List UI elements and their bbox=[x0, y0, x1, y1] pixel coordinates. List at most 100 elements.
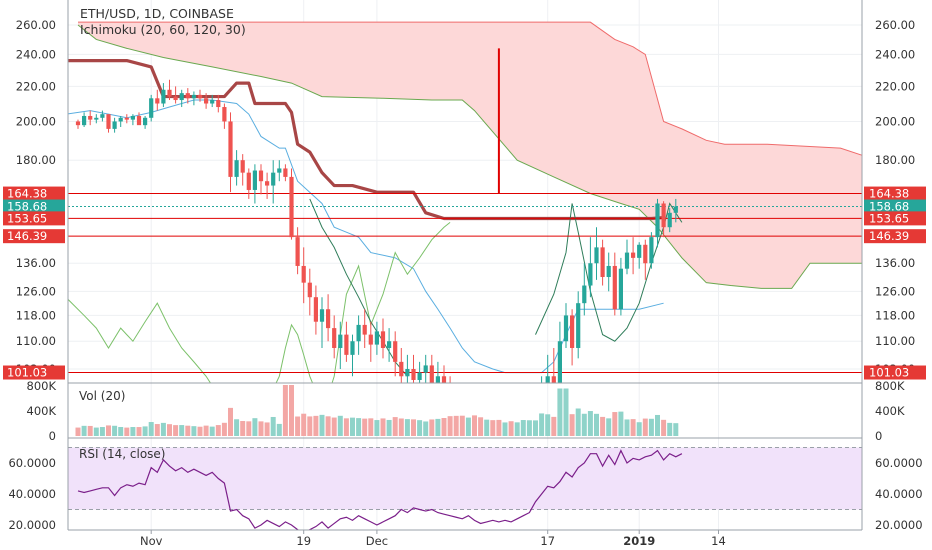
price-label-right: 164.38 bbox=[864, 186, 926, 201]
volume-bar bbox=[551, 416, 557, 436]
candle-body bbox=[185, 93, 190, 99]
rsi-label[interactable]: RSI (14, close) bbox=[79, 447, 165, 461]
candle bbox=[624, 239, 630, 275]
candle-body bbox=[655, 203, 660, 238]
volume-bar bbox=[160, 422, 166, 436]
volume-bar bbox=[215, 425, 221, 436]
volume-bar bbox=[356, 418, 362, 436]
candle bbox=[441, 365, 447, 383]
candle bbox=[643, 239, 648, 280]
candle bbox=[118, 115, 123, 128]
volume-bar bbox=[197, 426, 203, 436]
candle bbox=[191, 91, 196, 106]
candle bbox=[332, 315, 337, 359]
candle-body bbox=[82, 115, 87, 126]
candle bbox=[319, 297, 325, 348]
volume-bar bbox=[490, 420, 496, 436]
price-tick-label: 180.00 bbox=[16, 153, 56, 167]
candle-body bbox=[112, 121, 117, 129]
candle bbox=[143, 115, 148, 129]
volume-bar bbox=[142, 426, 148, 436]
volume-bar bbox=[630, 419, 636, 436]
candle-body bbox=[88, 115, 93, 120]
candle-body bbox=[362, 324, 367, 335]
volume-bar bbox=[246, 421, 252, 436]
time-tick-label: Nov bbox=[140, 534, 163, 548]
candle-body bbox=[570, 315, 575, 348]
candle bbox=[234, 150, 239, 186]
volume-bar bbox=[606, 418, 612, 436]
rsi-tick-label: 40.0000 bbox=[875, 487, 923, 501]
lagging-span-segment bbox=[309, 198, 408, 377]
time-axis[interactable]: Nov 19 Dec 17 2019 14 bbox=[140, 530, 726, 548]
candle-body bbox=[631, 252, 636, 258]
volume-bar bbox=[587, 411, 593, 436]
candle-body bbox=[594, 247, 599, 264]
candle bbox=[161, 83, 166, 108]
price-tick-label: 260.00 bbox=[875, 18, 915, 32]
volume-tick-label: 400K bbox=[875, 404, 905, 418]
candle bbox=[576, 291, 581, 359]
volume-bar bbox=[167, 424, 172, 436]
volume-bar bbox=[667, 422, 673, 436]
volume-bar bbox=[276, 423, 282, 436]
volume-bar bbox=[655, 414, 660, 436]
volume-bar bbox=[350, 417, 355, 436]
candle bbox=[295, 227, 300, 275]
candle-body bbox=[356, 324, 361, 342]
volume-bar bbox=[453, 415, 459, 436]
price-label-text: 146.39 bbox=[869, 229, 909, 243]
volume-bar bbox=[526, 420, 532, 436]
volume-tick-label: 400K bbox=[27, 404, 57, 418]
candle-body bbox=[100, 114, 105, 118]
candle bbox=[100, 110, 105, 122]
candle bbox=[301, 247, 306, 304]
candle bbox=[612, 252, 617, 316]
price-label-text: 153.65 bbox=[869, 211, 909, 225]
volume-bar bbox=[411, 419, 416, 436]
candle-body bbox=[380, 331, 386, 348]
candle-body bbox=[441, 376, 447, 383]
volume-bar bbox=[368, 418, 374, 436]
volume-bar bbox=[508, 421, 514, 436]
candle bbox=[356, 315, 361, 355]
candle bbox=[124, 114, 129, 124]
price-label-box bbox=[3, 199, 65, 214]
candle bbox=[661, 201, 666, 238]
volume-tick-label: 0 bbox=[49, 429, 56, 443]
candle-body bbox=[228, 121, 233, 177]
price-label-right: 153.65 bbox=[864, 211, 926, 226]
candle-body bbox=[326, 309, 331, 329]
ichimoku-label[interactable]: Ichimoku (20, 60, 120, 30) bbox=[80, 22, 246, 37]
price-label-text: 101.03 bbox=[7, 366, 47, 380]
candle-body bbox=[204, 98, 209, 104]
price-label-text: 101.03 bbox=[869, 366, 909, 380]
volume-bar bbox=[295, 416, 301, 436]
candle-body bbox=[216, 100, 221, 108]
candle-body bbox=[265, 181, 270, 186]
volume-label[interactable]: Vol (20) bbox=[79, 389, 125, 403]
candle-body bbox=[606, 265, 611, 278]
volume-bar bbox=[581, 413, 587, 436]
chart-legend: ETH/USD, 1D, COINBASE Ichimoku (20, 60, … bbox=[79, 6, 246, 461]
candle-body bbox=[399, 361, 404, 377]
candle bbox=[307, 268, 312, 316]
candle bbox=[289, 168, 294, 240]
candle-body bbox=[197, 94, 203, 99]
volume-bar bbox=[319, 414, 325, 436]
candle-body bbox=[118, 117, 123, 122]
price-axis-left[interactable]: 260.00 240.00 220.00 200.00 180.00 136.00 126.… bbox=[8, 18, 56, 532]
volume-bar bbox=[478, 417, 484, 436]
rsi-tick-label: 20.0000 bbox=[875, 518, 923, 532]
candle-body bbox=[612, 265, 617, 310]
candle bbox=[350, 334, 355, 377]
leading-span-a bbox=[78, 21, 862, 156]
candle bbox=[570, 309, 575, 366]
candle-body bbox=[411, 369, 416, 380]
volume-bar bbox=[636, 422, 642, 436]
price-tick-label: 180.00 bbox=[875, 153, 915, 167]
price-tick-label: 200.00 bbox=[16, 114, 56, 128]
candle bbox=[75, 119, 81, 129]
candle-body bbox=[252, 170, 257, 190]
